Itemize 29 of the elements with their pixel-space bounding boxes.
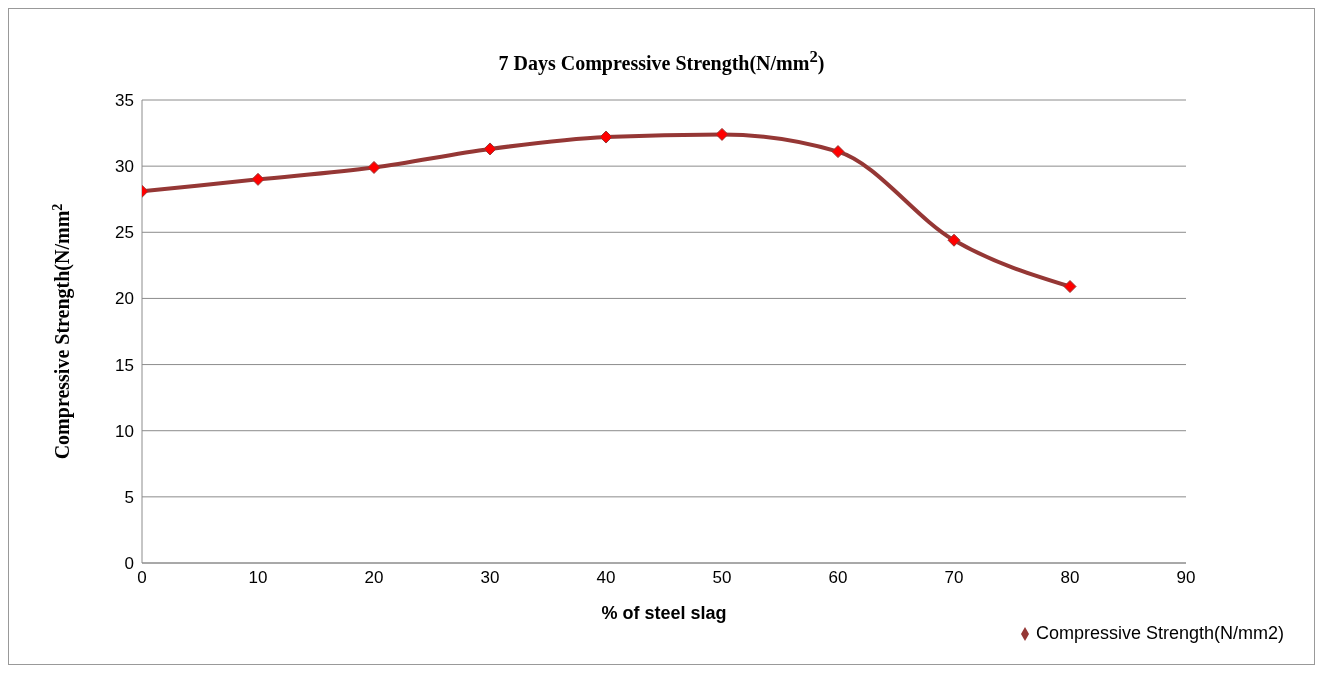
point [715, 127, 729, 141]
x-tick-label: 40 [596, 568, 616, 588]
point [831, 145, 845, 159]
y-tick-label: 25 [115, 223, 134, 243]
x-tick-label: 50 [712, 568, 732, 588]
x-tick-label: 80 [1060, 568, 1080, 588]
point [947, 233, 961, 247]
x-tick-label: 30 [480, 568, 500, 588]
y-tick-label: 30 [115, 157, 134, 177]
x-tick-label: 0 [137, 568, 147, 588]
y-tick-label: 5 [124, 487, 134, 507]
y-tick-label: 15 [115, 355, 134, 375]
x-tick-label: 70 [944, 568, 964, 588]
legend-label: Compressive Strength(N/mm2) [1035, 623, 1284, 643]
chart-title: 7 Days Compressive Strength(N/mm$^{2}$) [497, 47, 826, 75]
y-tick-label: 10 [115, 421, 134, 441]
x-tick-label: 60 [828, 568, 848, 588]
point [483, 142, 497, 156]
x-tick-label: 90 [1176, 568, 1196, 588]
x-axis-title: % of steel slag [601, 603, 727, 623]
point [599, 130, 613, 144]
point [251, 172, 265, 186]
y-tick-label: 35 [115, 91, 134, 111]
x-tick-label: 20 [364, 568, 384, 588]
y-tick-label: 0 [124, 554, 134, 574]
y-tick-label: 20 [115, 289, 134, 309]
point [1063, 280, 1077, 294]
point [367, 160, 381, 174]
x-tick-label: 10 [248, 568, 268, 588]
